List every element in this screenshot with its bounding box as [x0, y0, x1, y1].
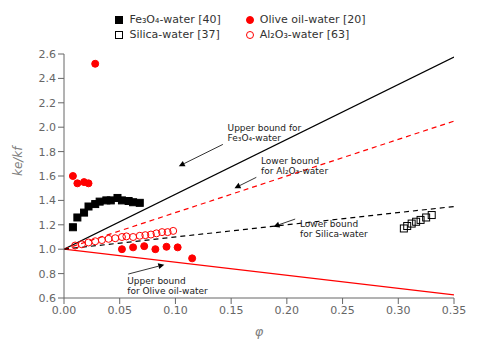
svg-text:1.2: 1.2	[39, 219, 57, 232]
svg-text:0.05: 0.05	[107, 304, 132, 317]
svg-text:0.25: 0.25	[330, 304, 355, 317]
svg-text:1.8: 1.8	[39, 146, 57, 159]
svg-text:Lower boundfor Silica-water: Lower boundfor Silica-water	[300, 219, 368, 239]
svg-text:0.20: 0.20	[275, 304, 300, 317]
svg-text:2.0: 2.0	[39, 121, 57, 134]
svg-text:Lower boundfor Al₂O₃-water: Lower boundfor Al₂O₃-water	[261, 156, 328, 176]
svg-text:Upper boundfor Olive oil-water: Upper boundfor Olive oil-water	[127, 276, 208, 296]
svg-text:Upper bound forFe₃O₄-water: Upper bound forFe₃O₄-water	[228, 123, 302, 143]
html-text:Al₂O₃-water [63]: Al₂O₃-water [63]	[259, 28, 350, 41]
svg-text:0.8: 0.8	[39, 268, 57, 281]
svg-text:0.00: 0.00	[52, 304, 77, 317]
svg-text:0.6: 0.6	[39, 292, 57, 305]
svg-text:0.35: 0.35	[442, 304, 467, 317]
svg-text:2.6: 2.6	[39, 48, 57, 61]
svg-text:1.0: 1.0	[39, 243, 57, 256]
svg-text:φ: φ	[255, 324, 264, 339]
svg-text:0.15: 0.15	[219, 304, 244, 317]
svg-text:1.6: 1.6	[39, 170, 57, 183]
svg-text:2.4: 2.4	[39, 72, 57, 85]
html-text:Fe₃O₄-water [40]: Fe₃O₄-water [40]	[129, 13, 221, 26]
svg-text:0.10: 0.10	[163, 304, 188, 317]
svg-text:2.2: 2.2	[39, 97, 57, 110]
svg-text:0.30: 0.30	[386, 304, 411, 317]
html-text:Olive oil-water [20]: Olive oil-water [20]	[259, 13, 366, 26]
svg-text:ke/kf: ke/kf	[11, 145, 25, 176]
svg-text:1.4: 1.4	[39, 194, 57, 207]
html-text:Silica-water [37]: Silica-water [37]	[129, 28, 220, 41]
